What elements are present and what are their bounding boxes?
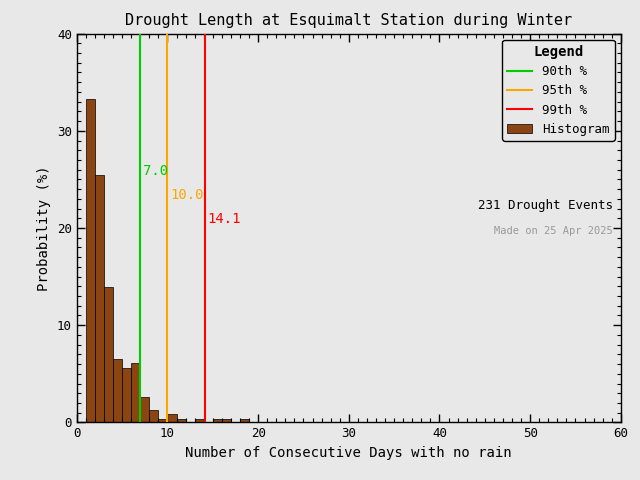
X-axis label: Number of Consecutive Days with no rain: Number of Consecutive Days with no rain bbox=[186, 446, 512, 460]
Text: 10.0: 10.0 bbox=[170, 188, 204, 202]
Text: 14.1: 14.1 bbox=[207, 212, 241, 226]
Bar bbox=[104, 288, 113, 422]
Bar bbox=[212, 419, 222, 422]
Bar bbox=[95, 175, 104, 422]
Bar bbox=[122, 368, 131, 422]
Bar bbox=[113, 359, 122, 422]
Bar bbox=[158, 419, 168, 422]
Bar bbox=[177, 419, 186, 422]
Bar bbox=[131, 363, 140, 422]
Bar bbox=[195, 419, 204, 422]
Bar bbox=[149, 410, 158, 422]
Legend: 90th %, 95th %, 99th %, Histogram: 90th %, 95th %, 99th %, Histogram bbox=[502, 40, 614, 141]
Bar bbox=[168, 414, 177, 422]
Text: 7.0: 7.0 bbox=[143, 164, 168, 178]
Text: Made on 25 Apr 2025: Made on 25 Apr 2025 bbox=[494, 226, 612, 236]
Title: Drought Length at Esquimalt Station during Winter: Drought Length at Esquimalt Station duri… bbox=[125, 13, 572, 28]
Bar bbox=[86, 99, 95, 422]
Bar bbox=[140, 397, 149, 422]
Y-axis label: Probability (%): Probability (%) bbox=[37, 165, 51, 291]
Bar bbox=[240, 419, 249, 422]
Text: 231 Drought Events: 231 Drought Events bbox=[477, 199, 612, 212]
Bar bbox=[222, 419, 231, 422]
